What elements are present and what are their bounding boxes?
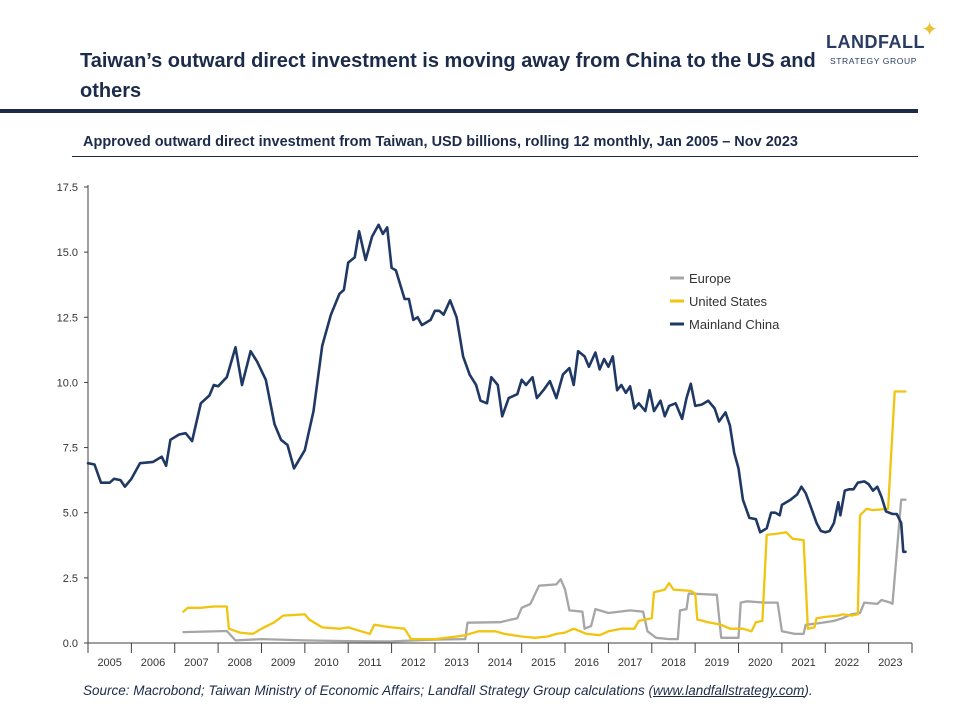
legend-label: Mainland China [689,317,780,332]
y-tick-label: 7.5 [63,443,78,455]
source-text: Source: Macrobond; Taiwan Ministry of Ec… [83,683,654,698]
y-tick-label: 17.5 [57,182,78,194]
logo-wordmark: LANDFALL [826,32,925,52]
y-tick-label: 5.0 [63,508,78,520]
x-tick-label: 2023 [878,657,902,669]
x-tick-label: 2005 [97,657,121,669]
line-chart: 0.0 2.5 5.0 7.5 10.0 12.5 15.0 17.5 2005 2006 2007… [57,182,913,669]
header-divider [0,109,918,113]
chart-legend: Europe United States Mainland China [670,271,780,332]
series-line-europe [182,498,907,643]
x-tick-label: 2007 [184,657,208,669]
y-tick-label: 15.0 [57,247,78,259]
logo-tagline: STRATEGY GROUP [830,56,917,66]
chart-axes: 0.0 2.5 5.0 7.5 10.0 12.5 15.0 17.5 2005 2006 2007… [57,182,913,669]
legend-label: United States [689,294,768,309]
x-tick-label: 2018 [661,657,685,669]
x-tick-label: 2011 [358,657,382,669]
legend-label: Europe [689,271,731,286]
y-tick-label: 10.0 [57,377,78,389]
x-tick-label: 2010 [314,657,338,669]
chart-title-underline [72,156,918,157]
x-tick-label: 2022 [835,657,859,669]
page-title: Taiwan’s outward direct investment is mo… [80,50,816,102]
x-tick-label: 2016 [574,657,598,669]
x-tick-label: 2014 [488,657,512,669]
landfall-logo: LANDFALL STRATEGY GROUP ✦ [826,19,938,72]
x-tick-label: 2021 [791,657,815,669]
chart-title: Approved outward direct investment from … [83,134,798,150]
y-tick-label: 12.5 [57,312,78,324]
source-suffix: ). [804,683,813,698]
x-tick-label: 2019 [705,657,729,669]
series-line-mainland-china [86,223,907,554]
x-tick-label: 2020 [748,657,772,669]
x-tick-label: 2017 [618,657,642,669]
x-tick-label: 2013 [444,657,468,669]
source-note: Source: Macrobond; Taiwan Ministry of Ec… [83,683,813,698]
four-point-star-icon: ✦ [921,19,938,41]
x-tick-label: 2012 [401,657,425,669]
x-tick-label: 2015 [531,657,555,669]
x-tick-label: 2009 [271,657,295,669]
x-tick-label: 2008 [228,657,252,669]
y-tick-label: 2.5 [63,573,78,585]
series-line-united-states [182,390,907,641]
source-link[interactable]: www.landfallstrategy.com [653,683,805,698]
y-tick-label: 0.0 [63,638,78,650]
chart-series-lines [86,223,907,643]
x-tick-label: 2006 [141,657,165,669]
